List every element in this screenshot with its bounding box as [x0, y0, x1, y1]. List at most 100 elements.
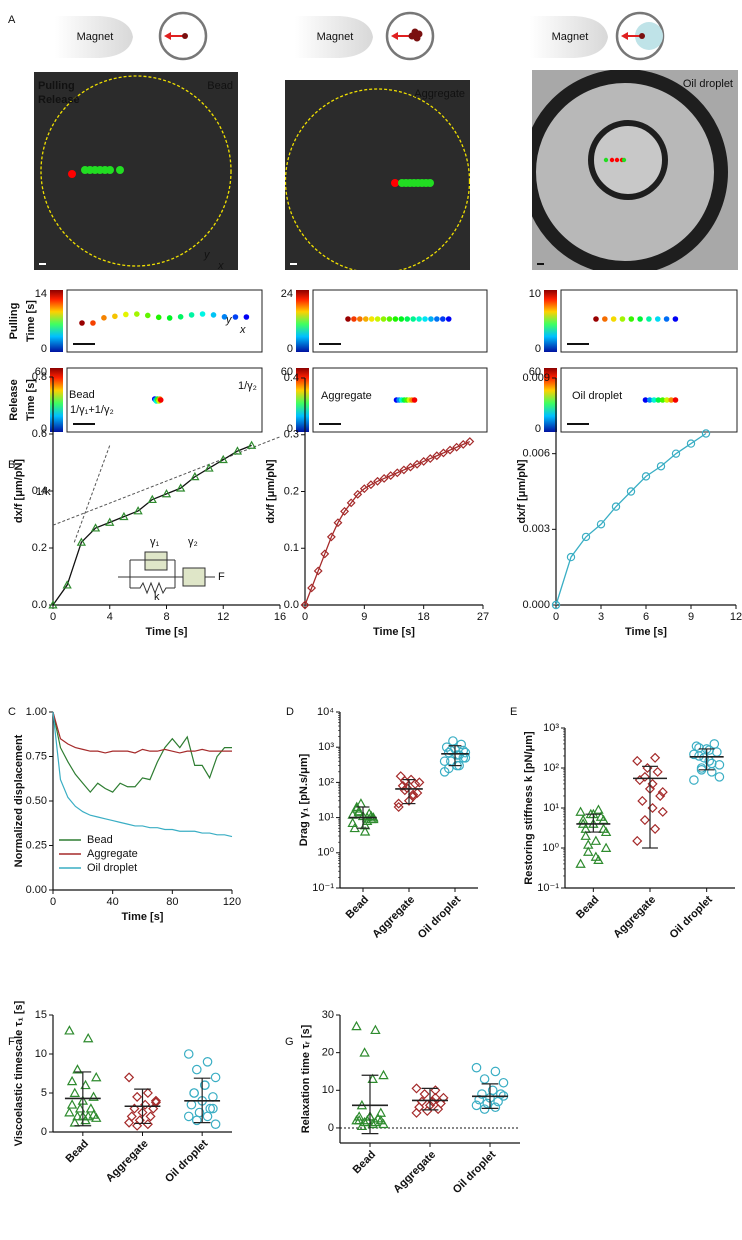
panel-label: G — [285, 1036, 294, 1048]
y-tick-label: 0.6 — [32, 428, 47, 440]
trajectory-dot — [655, 397, 662, 403]
axis-title: Time [s] — [25, 379, 37, 421]
x-tick-label: Bead — [574, 894, 602, 922]
marker — [414, 777, 425, 788]
marker — [598, 814, 609, 825]
trajectory-dot — [593, 316, 599, 322]
marker — [359, 826, 371, 836]
marker — [689, 775, 699, 785]
marker — [580, 830, 591, 840]
x-tick-label: Aggregate — [391, 1149, 438, 1196]
marker — [386, 471, 396, 481]
marker — [320, 549, 330, 559]
track-dot — [391, 179, 399, 187]
annotation: 1/k — [36, 486, 51, 498]
colorbar — [544, 368, 557, 432]
marker — [498, 1077, 509, 1088]
x-tick-label: Aggregate — [611, 894, 658, 941]
trajectory-dot — [90, 320, 96, 326]
marker — [590, 851, 602, 861]
marker — [105, 517, 115, 526]
marker — [373, 476, 382, 486]
marker — [346, 498, 356, 508]
marker — [639, 814, 650, 826]
marker — [91, 1112, 102, 1122]
marker — [202, 1057, 213, 1067]
trajectory-dot — [101, 315, 107, 321]
marker — [64, 1025, 75, 1035]
marker — [66, 1075, 78, 1086]
marker — [471, 1062, 482, 1073]
y-tick-label: 0.00 — [26, 884, 47, 896]
y-tick-label: 0 — [328, 1122, 334, 1134]
trajectory-dot — [134, 311, 140, 317]
marker — [566, 552, 576, 562]
x-tick-label: Aggregate — [104, 1138, 151, 1185]
legend-label: Bead — [87, 834, 113, 846]
marker — [208, 1103, 218, 1114]
x-tick-label: 0 — [50, 896, 56, 908]
magnet-label: Magnet — [77, 31, 114, 43]
marker — [186, 1099, 197, 1110]
x-tick-label: 12 — [730, 611, 742, 623]
marker — [351, 1020, 362, 1031]
image-label: Aggregate — [414, 88, 465, 100]
x-tick-label: Bead — [344, 894, 372, 922]
marker — [657, 787, 668, 798]
marker — [183, 1111, 194, 1122]
colorbar — [544, 290, 557, 352]
trajectory-dot — [651, 397, 657, 403]
track-dot — [106, 166, 114, 174]
trajectory-dot — [374, 316, 381, 322]
model-dashpot — [144, 551, 168, 571]
marker — [439, 756, 450, 767]
trajectory-dot — [362, 316, 369, 322]
trajectory-dot — [404, 316, 411, 322]
y-axis-title: Restoring stiffness k [pN/μm] — [523, 731, 535, 885]
colorbar-tick: 0 — [535, 343, 541, 355]
y-tick-label: 0.8 — [32, 371, 47, 383]
track-dot — [621, 157, 627, 163]
marker — [650, 752, 661, 763]
marker — [366, 480, 376, 490]
marker — [412, 459, 422, 469]
marker — [232, 446, 243, 455]
marker — [699, 752, 709, 763]
marker — [307, 583, 317, 593]
particle — [639, 33, 645, 39]
marker — [72, 1064, 83, 1074]
magnet-shape — [530, 16, 608, 58]
marker — [458, 439, 468, 449]
marker — [191, 1115, 202, 1126]
y-tick-label: 10¹ — [318, 812, 334, 824]
x-tick-label: 0 — [302, 611, 308, 623]
marker — [709, 739, 720, 749]
trajectory-dot — [157, 397, 164, 403]
marker — [202, 1111, 213, 1122]
x-axis-title: Time [s] — [625, 626, 667, 638]
trajectory-dot — [398, 316, 405, 322]
colorbar-tick: 0 — [287, 343, 293, 355]
marker — [634, 774, 645, 786]
marker — [471, 1100, 482, 1111]
marker — [632, 835, 643, 847]
x-tick-label: 0 — [553, 611, 559, 623]
marker — [406, 462, 415, 472]
trajectory-dot — [439, 316, 446, 322]
x-tick-label: Oil droplet — [451, 1148, 499, 1196]
marker — [430, 1092, 441, 1103]
marker — [438, 448, 448, 458]
annotation: 1/γ₂ — [238, 380, 257, 392]
track-dot — [426, 179, 434, 187]
marker — [399, 465, 409, 475]
marker — [359, 484, 369, 494]
y-tick-label: 20 — [322, 1047, 334, 1059]
marker — [313, 566, 323, 576]
annotation: γ₁ — [150, 536, 160, 548]
marker — [119, 511, 129, 521]
marker — [655, 790, 666, 802]
marker — [133, 506, 143, 515]
x-tick-label: Oil droplet — [163, 1137, 211, 1185]
marker — [218, 454, 228, 464]
colorbar-tick: 0 — [41, 423, 47, 435]
